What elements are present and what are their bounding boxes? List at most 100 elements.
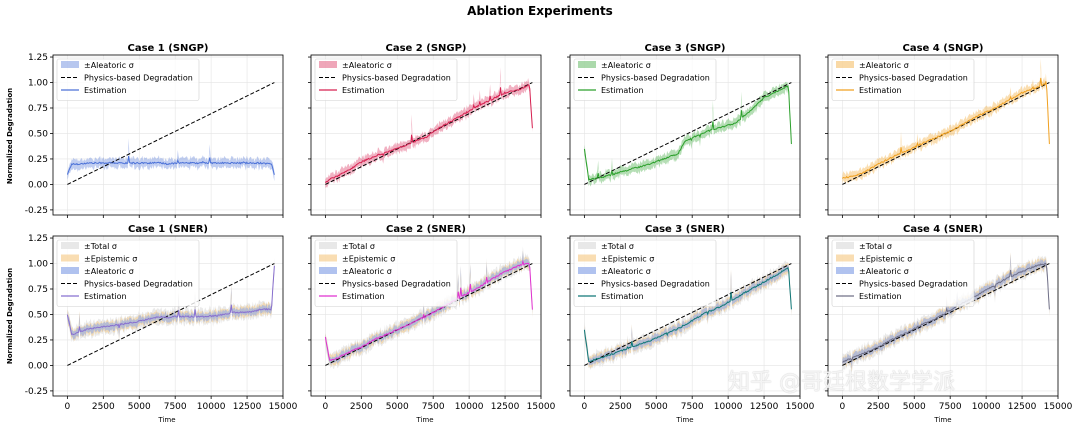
series-group [583,260,792,370]
y-tick-label-0: -0.25 [25,387,48,397]
legend-label-0: ±Aleatoric σ [342,61,392,70]
series-group [66,82,275,185]
legend-box [56,58,200,101]
legend-label-3: Physics-based Degradation [859,280,968,289]
legend-box [573,58,717,101]
x-tick-label-5: 12500 [233,402,262,412]
y-tick-label-0: -0.25 [25,206,48,216]
legend-label-1: ±Epistemic σ [859,255,912,264]
estimation-line [583,84,792,181]
chart-panel-4: Case 4 (SNGP) ±Aleatoric σ Physics-based D… [825,43,1059,218]
y-tick-label-2: 0.25 [28,336,48,346]
legend-label-1: Physics-based Degradation [601,74,710,83]
legend-label-0: ±Total σ [601,242,634,251]
y-tick-label-5: 1.00 [28,79,48,89]
x-tick-label-3: 7500 [939,402,962,412]
x-tick-label-2: 5000 [128,402,151,412]
x-tick-label-0: 0 [582,402,588,412]
legend-swatch-0 [61,61,79,68]
y-tick-label-2: 0.25 [28,155,48,165]
y-axis-label-top: Normalized Degradation [6,88,14,184]
panel-title: Case 1 (SNGP) [128,43,209,54]
legend-box [573,239,717,307]
legend-swatch-0 [836,242,854,249]
figure-title: Ablation Experiments [467,4,613,18]
legend-label-0: ±Total σ [84,242,117,251]
estimation-line [324,84,533,183]
x-tick-label-6: 15000 [527,402,556,412]
legend-label-1: Physics-based Degradation [84,74,193,83]
panel-title: Case 2 (SNGP) [386,43,467,54]
estimation-line [324,259,533,361]
x-tick-label-0: 0 [65,402,71,412]
x-tick-label-0: 0 [323,402,329,412]
physics-degradation-line [325,263,533,366]
y-tick-label-3: 0.50 [28,129,48,139]
physics-degradation-line [584,82,792,185]
axes-frame [310,54,542,216]
legend-label-4: Estimation [342,292,385,301]
legend-swatch-0 [578,242,596,249]
legend-swatch-2 [836,267,854,274]
legend-label-0: ±Aleatoric σ [859,61,909,70]
legend-box [831,239,975,307]
legend: ±Total σ ±Epistemic σ ±Aleatoric σ Physics-… [56,239,200,307]
aleatoric-sigma-band [325,67,533,189]
legend-label-2: ±Aleatoric σ [342,267,392,276]
legend-box [831,58,975,101]
panel-title: Case 1 (SNER) [128,224,208,235]
aleatoric-sigma-band [67,263,275,340]
legend-label-4: Estimation [601,292,644,301]
legend-label-0: ±Aleatoric σ [601,61,651,70]
axes-frame [569,54,801,216]
axes-frame [569,235,801,397]
legend-label-2: Estimation [601,86,644,95]
aleatoric-sigma-band [67,138,275,182]
legend-label-4: Estimation [859,292,902,301]
x-tick-label-2: 5000 [645,402,668,412]
y-axis-label-bottom: Normalized Degradation [6,268,14,364]
chart-panel-7: Case 3 (SNER) 0 2500 5000 7500 10000 12500 1500… [567,224,815,412]
series-group [66,258,275,366]
panel-title: Case 4 (SNGP) [903,43,984,54]
legend-label-1: ±Epistemic σ [342,255,395,264]
legend: ±Total σ ±Epistemic σ ±Aleatoric σ Physics-… [573,239,717,307]
legend-swatch-0 [578,61,596,68]
legend-label-2: Estimation [859,86,902,95]
legend-box [314,58,458,101]
x-tick-label-3: 7500 [422,402,445,412]
x-axis-label-3: Time [675,416,693,424]
y-tick-label-6: 1.25 [28,234,48,244]
estimation-line [66,265,275,336]
legend-label-0: ±Total σ [342,242,375,251]
legend-label-3: Physics-based Degradation [601,280,710,289]
x-tick-label-1: 2500 [867,402,890,412]
legend: ±Total σ ±Epistemic σ ±Aleatoric σ Physics-… [831,239,975,307]
x-tick-label-1: 2500 [350,402,373,412]
x-axis-label-1: Time [157,416,175,424]
legend-swatch-2 [61,267,79,274]
panel-title: Case 3 (SNER) [645,224,725,235]
chart-panel-1: Case 1 (SNGP) -0.25 0.00 0.25 0.50 0.75 1.00 1.… [25,43,284,218]
legend-label-0: ±Aleatoric σ [84,61,134,70]
x-tick-label-1: 2500 [609,402,632,412]
legend: ±Aleatoric σ Physics-based Degradation Est… [314,58,458,101]
series-group [324,67,533,189]
x-tick-label-4: 10000 [972,402,1001,412]
panel-title: Case 3 (SNGP) [645,43,726,54]
axes-frame [310,235,542,397]
estimation-line [66,156,275,175]
x-tick-label-4: 10000 [714,402,743,412]
legend-swatch-2 [578,267,596,274]
watermark: 知乎 @哥廷根数学学派 [728,370,955,395]
legend-label-2: Estimation [84,86,127,95]
y-tick-label-1: 0.00 [28,361,48,371]
axes-frame [52,54,284,216]
legend: ±Aleatoric σ Physics-based Degradation Est… [831,58,975,101]
legend-label-3: Physics-based Degradation [342,280,451,289]
legend-swatch-1 [319,254,337,262]
legend-swatch-1 [578,254,596,262]
legend-label-3: Physics-based Degradation [84,280,193,289]
legend: ±Aleatoric σ Physics-based Degradation Est… [56,58,200,101]
y-tick-label-1: 0.00 [28,180,48,190]
